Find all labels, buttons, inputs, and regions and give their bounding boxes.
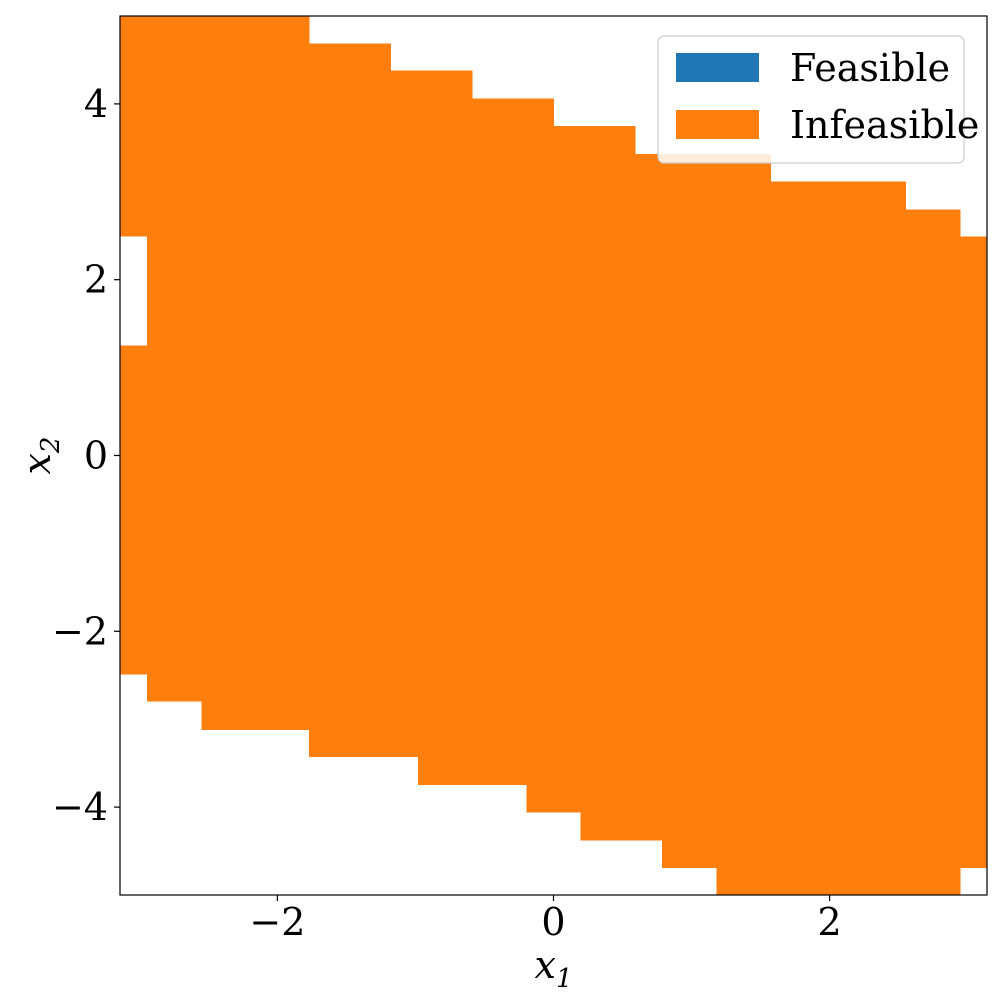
x-axis-ticks: −2 0 2 [249, 895, 842, 944]
infeasible-cell-column [120, 345, 148, 675]
infeasible-cell-column [201, 16, 310, 730]
x-axis-label-subscript: 1 [556, 964, 573, 994]
infeasible-cell-column [390, 70, 419, 757]
infeasible-cell-column [634, 154, 663, 841]
x-axis-label-main: x [535, 943, 556, 987]
y-tick-label: −2 [52, 609, 108, 653]
infeasible-cell-column [580, 125, 636, 841]
legend-label-feasible: Feasible [790, 46, 950, 90]
legend-swatch-feasible [676, 53, 759, 82]
y-axis-ticks: −4 −2 0 2 4 [52, 82, 120, 829]
infeasible-cell-column [661, 154, 718, 868]
y-tick-label: 0 [84, 434, 108, 478]
infeasible-cell-column [418, 70, 473, 786]
x-axis-label: x1 [535, 943, 573, 994]
infeasible-cell-column [309, 43, 392, 757]
infeasible-cell-column [120, 16, 148, 237]
x-tick-label: 0 [541, 900, 565, 944]
infeasible-cell-column [472, 98, 528, 786]
infeasible-cell-column [146, 16, 203, 702]
infeasible-cell-column [905, 209, 961, 895]
legend-label-infeasible: Infeasible [790, 103, 979, 147]
legend-swatch-infeasible [676, 110, 759, 139]
x-tick-label: −2 [249, 900, 305, 944]
y-axis-label-main: x [15, 453, 59, 474]
infeasible-cell-column [770, 181, 907, 895]
y-tick-label: −4 [52, 785, 108, 829]
x-tick-label: 2 [818, 900, 842, 944]
y-axis-label-subscript: 2 [36, 437, 66, 455]
y-tick-label: 2 [84, 258, 108, 302]
infeasible-cell-column [716, 154, 771, 895]
legend: Feasible Infeasible [657, 35, 979, 164]
y-axis-label: x2 [15, 437, 66, 475]
infeasible-cell-column [553, 125, 582, 813]
infeasible-cell-column [526, 98, 555, 813]
infeasible-cell-column [960, 236, 988, 868]
y-tick-label: 4 [84, 82, 108, 126]
plot-area-cells [120, 16, 988, 895]
